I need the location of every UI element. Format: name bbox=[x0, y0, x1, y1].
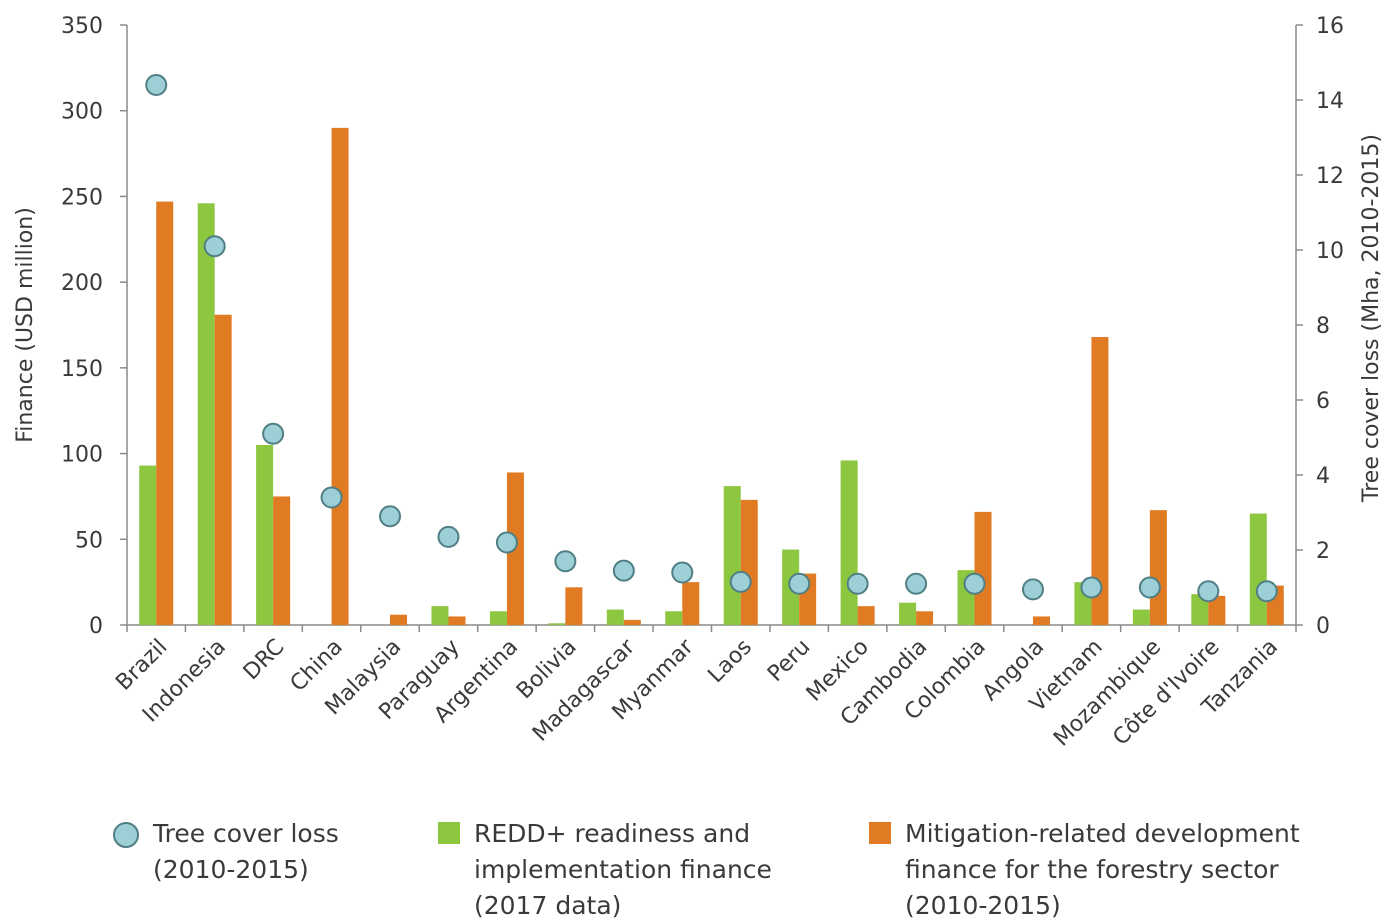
left-y-axis: 0 50 100 150 200 250 300 350 bbox=[61, 14, 128, 639]
redd-finance-bar bbox=[1249, 513, 1267, 625]
mitigation-finance-bar bbox=[740, 499, 758, 625]
legend-label: Tree cover loss (2010-2015) bbox=[153, 819, 339, 884]
tree-cover-loss-point bbox=[320, 486, 343, 509]
mitigation-finance-bar bbox=[390, 614, 408, 625]
mitigation-finance-bar bbox=[1149, 510, 1167, 625]
legend-item-tree-cover-loss: Tree cover loss (2010-2015) bbox=[113, 816, 339, 888]
tree-cover-loss-point bbox=[1021, 578, 1044, 601]
mitigation-finance-bar bbox=[682, 582, 700, 625]
legend-label: Mitigation-related development finance f… bbox=[905, 819, 1300, 920]
x-tick-label: Peru bbox=[763, 635, 815, 687]
legend: Tree cover loss (2010-2015) REDD+ readin… bbox=[0, 816, 1389, 920]
left-tick-label: 300 bbox=[61, 100, 103, 125]
redd-finance-bar bbox=[840, 460, 858, 625]
left-tick-label: 0 bbox=[89, 614, 103, 639]
legend-item-mitigation-finance: Mitigation-related development finance f… bbox=[869, 816, 1300, 924]
mitigation-finance-bar bbox=[1032, 616, 1050, 625]
legend-label: REDD+ readiness and implementation finan… bbox=[474, 819, 772, 920]
right-tick-label: 14 bbox=[1316, 89, 1344, 114]
x-tick-label: Laos bbox=[703, 635, 757, 689]
mitigation-finance-bar bbox=[448, 616, 466, 625]
tree-cover-loss-point bbox=[437, 525, 460, 548]
mitigation-finance-bar bbox=[273, 496, 291, 625]
x-tick-label: DRC bbox=[239, 635, 290, 686]
legend-swatch-green-icon bbox=[438, 822, 460, 844]
redd-finance-bar bbox=[606, 609, 624, 625]
redd-finance-bar bbox=[899, 602, 917, 625]
left-tick-label: 50 bbox=[75, 528, 103, 553]
legend-item-redd-finance: REDD+ readiness and implementation finan… bbox=[438, 816, 772, 924]
left-tick-label: 100 bbox=[61, 443, 103, 468]
redd-finance-bar bbox=[1191, 594, 1209, 625]
mitigation-finance-bar bbox=[331, 127, 349, 625]
right-tick-label: 4 bbox=[1316, 464, 1330, 489]
redd-finance-bar bbox=[548, 623, 566, 625]
left-tick-label: 200 bbox=[61, 271, 103, 296]
right-tick-label: 0 bbox=[1316, 614, 1330, 639]
tree-cover-loss-point bbox=[1138, 576, 1161, 599]
redd-finance-bar bbox=[256, 445, 274, 625]
tree-cover-loss-point bbox=[612, 559, 635, 582]
left-axis-title: Finance (USD million) bbox=[13, 207, 38, 443]
redd-finance-bar bbox=[197, 203, 215, 626]
right-y-axis: 0 2 4 6 8 10 12 14 16 bbox=[1295, 14, 1344, 639]
mitigation-finance-bar bbox=[1091, 337, 1109, 625]
redd-finance-bar bbox=[723, 486, 741, 625]
redd-finance-bar bbox=[1132, 609, 1150, 625]
tree-cover-loss-point bbox=[262, 422, 285, 445]
mitigation-finance-bar bbox=[857, 606, 875, 625]
right-tick-label: 8 bbox=[1316, 314, 1330, 339]
tree-cover-loss-point bbox=[379, 505, 402, 528]
legend-swatch-orange-icon bbox=[869, 822, 891, 844]
right-tick-label: 6 bbox=[1316, 389, 1330, 414]
tree-cover-loss-point bbox=[963, 572, 986, 595]
tree-cover-loss-point bbox=[145, 74, 168, 96]
redd-finance-bar bbox=[431, 606, 449, 625]
left-tick-label: 350 bbox=[61, 14, 103, 39]
bars-layer bbox=[139, 127, 1284, 626]
left-tick-label: 150 bbox=[61, 357, 103, 382]
mitigation-finance-bar bbox=[916, 611, 934, 625]
left-tick-label: 250 bbox=[61, 185, 103, 210]
tree-cover-loss-point bbox=[495, 531, 518, 554]
mitigation-finance-bar bbox=[565, 587, 583, 625]
right-tick-label: 10 bbox=[1316, 239, 1344, 264]
tree-cover-loss-point bbox=[846, 572, 869, 595]
tree-cover-loss-point bbox=[203, 235, 226, 258]
tree-cover-loss-point bbox=[671, 561, 694, 584]
right-axis-title: Tree cover loss (Mha, 2010-2015) bbox=[1359, 134, 1384, 503]
mitigation-finance-bar bbox=[623, 619, 641, 625]
mitigation-finance-bar bbox=[156, 201, 174, 626]
mitigation-finance-bar bbox=[974, 511, 992, 625]
tree-cover-loss-point bbox=[554, 550, 577, 573]
right-tick-label: 12 bbox=[1316, 164, 1344, 189]
chart: 0 50 100 150 200 250 300 350 0 2 4 6 8 10 12 14 16 Braz… bbox=[13, 14, 1384, 752]
tree-cover-loss-point bbox=[729, 570, 752, 593]
redd-finance-bar bbox=[489, 611, 507, 625]
redd-finance-bar bbox=[139, 465, 157, 625]
mitigation-finance-bar bbox=[214, 314, 232, 625]
right-tick-label: 16 bbox=[1316, 14, 1344, 39]
right-tick-label: 2 bbox=[1316, 539, 1330, 564]
tree-cover-loss-point bbox=[1197, 580, 1220, 603]
points-layer bbox=[145, 74, 1278, 603]
mitigation-finance-bar bbox=[1208, 595, 1226, 625]
tree-cover-loss-point bbox=[788, 572, 811, 595]
tree-cover-loss-point bbox=[1255, 580, 1278, 603]
redd-finance-bar bbox=[665, 611, 683, 625]
tree-cover-loss-point bbox=[905, 572, 928, 595]
tree-cover-loss-point bbox=[1080, 576, 1103, 599]
legend-marker-circle-icon bbox=[113, 822, 139, 848]
